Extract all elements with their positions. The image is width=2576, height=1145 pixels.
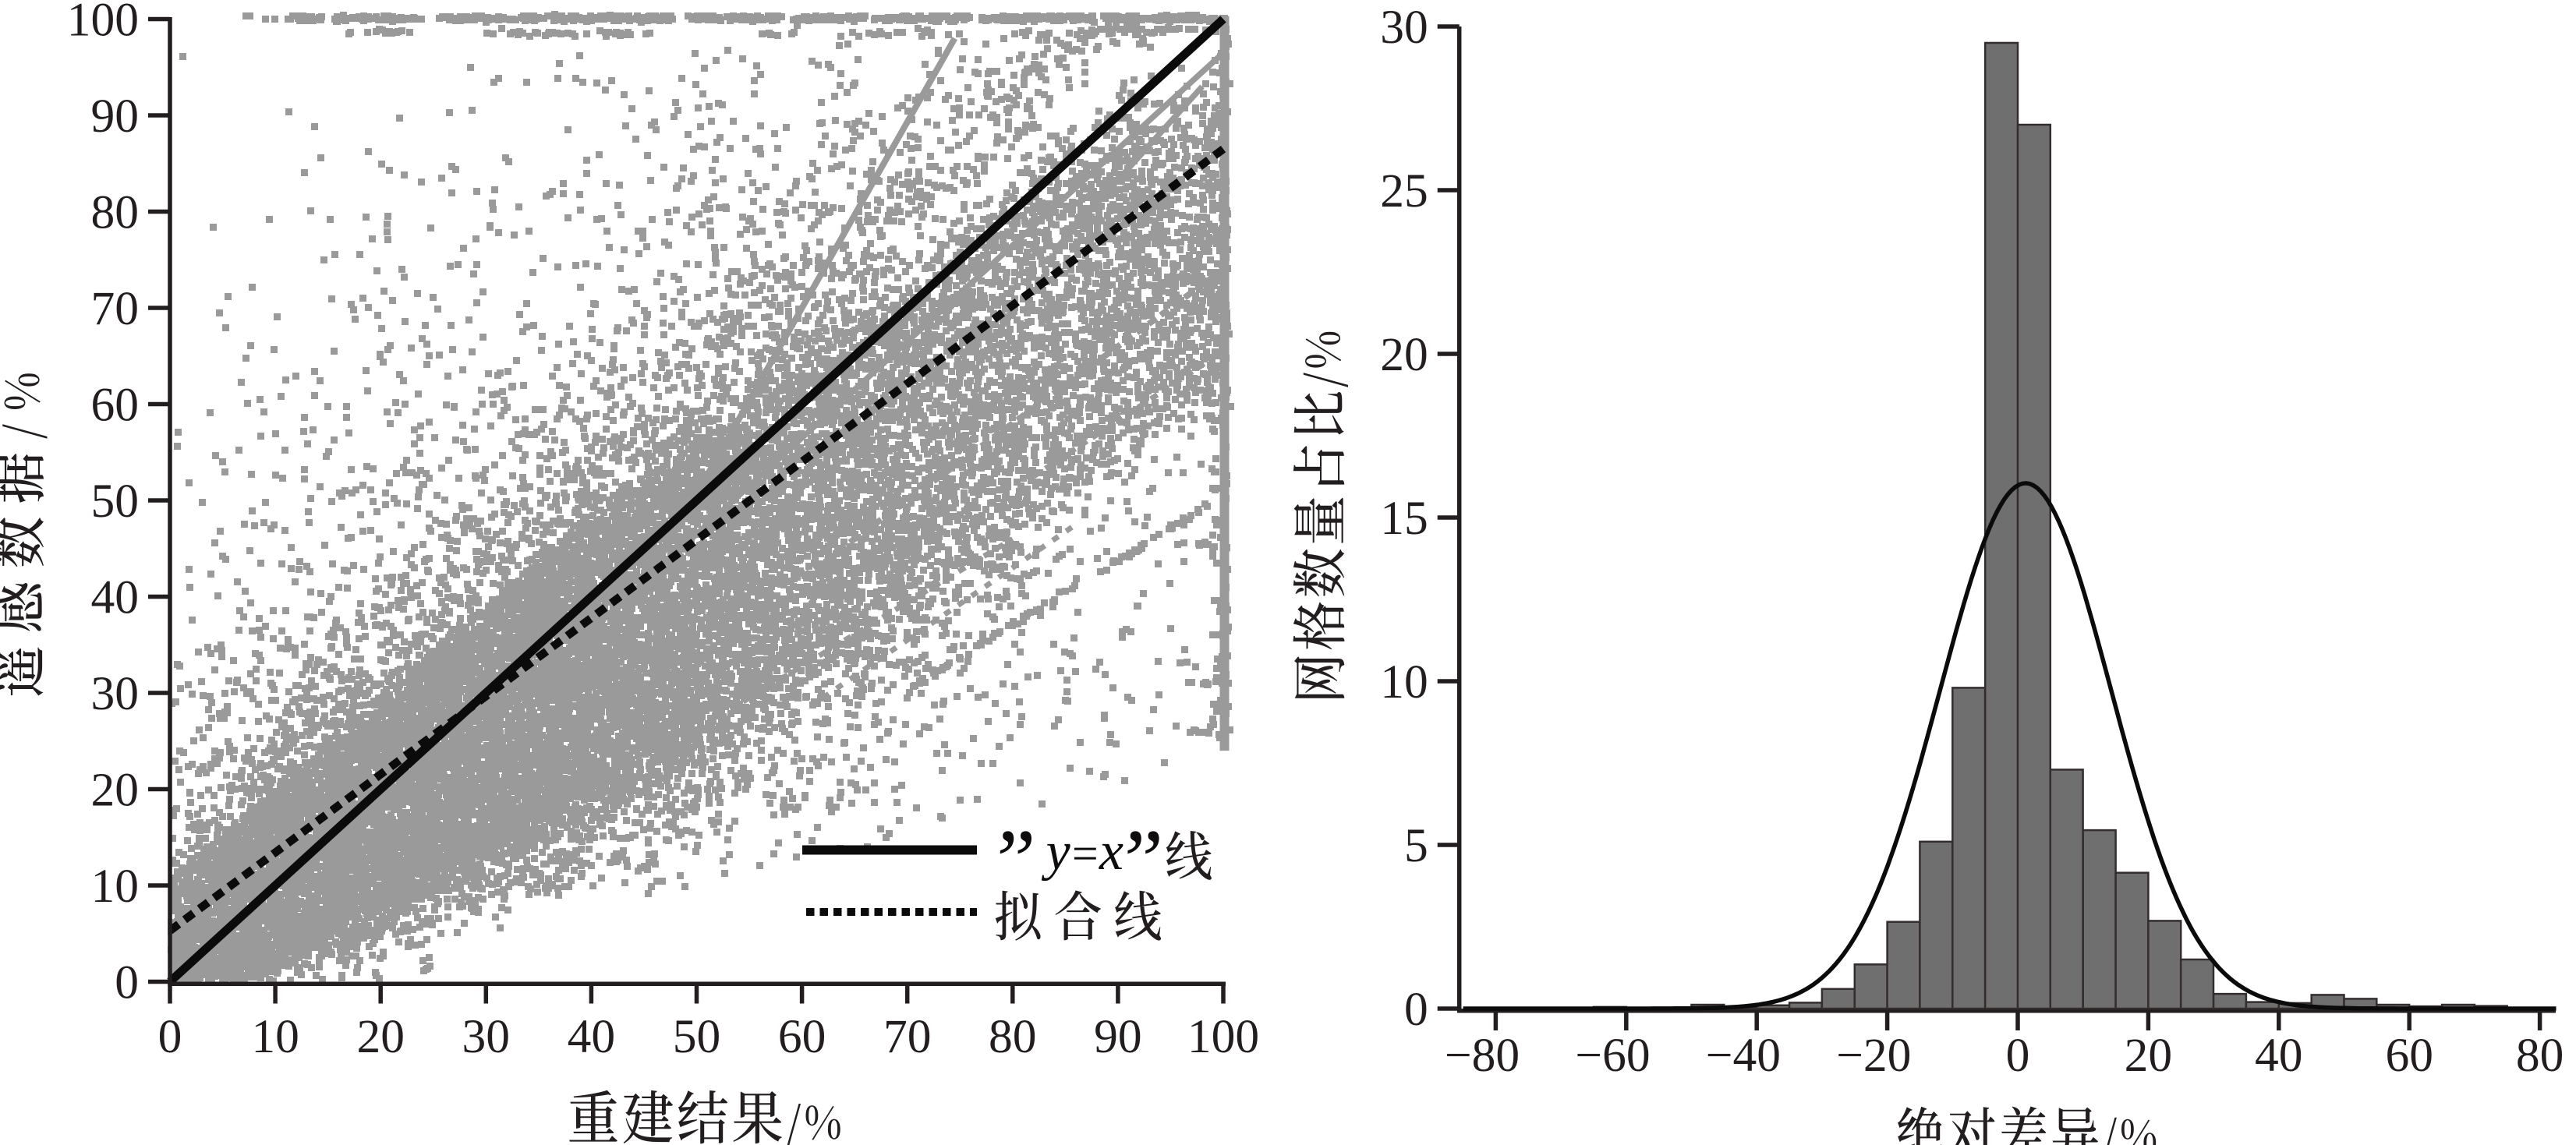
svg-text:40: 40 bbox=[2255, 1029, 2303, 1082]
svg-text:70: 70 bbox=[91, 282, 140, 335]
svg-text:−40: −40 bbox=[1706, 1029, 1781, 1082]
svg-text:0: 0 bbox=[115, 956, 139, 1009]
svg-text:−80: −80 bbox=[1445, 1029, 1520, 1082]
svg-text:30: 30 bbox=[1380, 1, 1428, 54]
svg-text:10: 10 bbox=[251, 1010, 299, 1063]
svg-text:−20: −20 bbox=[1836, 1029, 1911, 1082]
svg-text:20: 20 bbox=[2125, 1029, 2173, 1082]
svg-text:60: 60 bbox=[91, 379, 140, 432]
svg-text:60: 60 bbox=[2385, 1029, 2433, 1082]
svg-text:25: 25 bbox=[1380, 164, 1428, 217]
svg-text:10: 10 bbox=[1380, 656, 1428, 709]
svg-text:30: 30 bbox=[91, 667, 140, 720]
svg-text:60: 60 bbox=[778, 1010, 826, 1063]
svg-text:20: 20 bbox=[356, 1010, 405, 1063]
svg-text:0: 0 bbox=[158, 1010, 182, 1063]
svg-text:0: 0 bbox=[2006, 1029, 2030, 1082]
svg-text:0: 0 bbox=[1404, 983, 1428, 1036]
svg-text:−60: −60 bbox=[1575, 1029, 1650, 1082]
svg-text:80: 80 bbox=[91, 186, 140, 239]
svg-text:10: 10 bbox=[91, 860, 140, 913]
svg-text:40: 40 bbox=[568, 1010, 616, 1063]
svg-text:100: 100 bbox=[67, 0, 139, 47]
svg-text:50: 50 bbox=[91, 475, 140, 528]
svg-text:80: 80 bbox=[989, 1010, 1037, 1063]
svg-text:5: 5 bbox=[1404, 819, 1428, 872]
svg-text:20: 20 bbox=[91, 764, 140, 817]
svg-text:80: 80 bbox=[2516, 1029, 2564, 1082]
svg-text:90: 90 bbox=[91, 90, 140, 143]
svg-text:100: 100 bbox=[1187, 1010, 1259, 1063]
svg-text:40: 40 bbox=[91, 571, 140, 624]
svg-text:20: 20 bbox=[1380, 328, 1428, 381]
svg-text:50: 50 bbox=[673, 1010, 721, 1063]
svg-text:90: 90 bbox=[1094, 1010, 1142, 1063]
svg-text:30: 30 bbox=[462, 1010, 511, 1063]
svg-text:15: 15 bbox=[1380, 492, 1428, 545]
svg-text:70: 70 bbox=[883, 1010, 932, 1063]
